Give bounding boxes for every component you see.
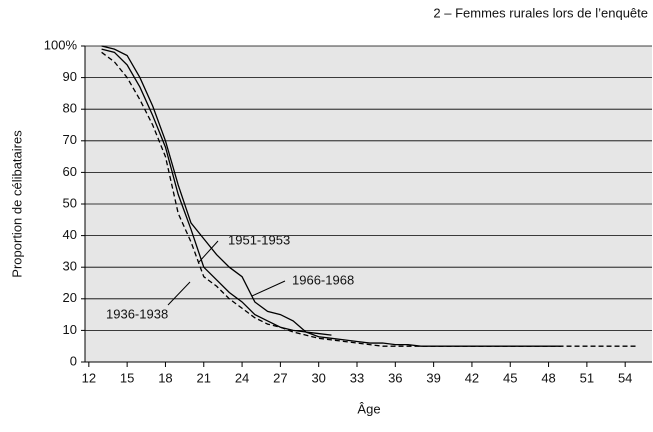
y-tick-label: 10 xyxy=(63,322,77,337)
series-label: 1951-1953 xyxy=(228,232,290,247)
series-line xyxy=(101,45,332,336)
grid xyxy=(85,45,652,363)
x-axis-label: Âge xyxy=(357,401,380,416)
y-tick-label: 70 xyxy=(63,132,77,147)
x-tick-label: 39 xyxy=(426,370,440,385)
x-tick-label: 21 xyxy=(197,370,211,385)
y-tick-label: 90 xyxy=(63,69,77,84)
x-tick-label: 48 xyxy=(541,370,555,385)
y-tick-label: 0 xyxy=(70,353,77,368)
x-tick-label: 42 xyxy=(465,370,479,385)
series-label: 1966-1968 xyxy=(292,272,354,287)
x-tick-label: 24 xyxy=(235,370,249,385)
y-tick-label: 20 xyxy=(63,290,77,305)
y-tick-label: 100% xyxy=(44,37,78,52)
y-axis-label: Proportion de célibataires xyxy=(9,130,24,278)
series-line xyxy=(101,51,638,347)
lines xyxy=(101,45,638,347)
y-tick-label: 80 xyxy=(63,101,77,116)
x-tick-label: 15 xyxy=(120,370,134,385)
x-tick-label: 36 xyxy=(388,370,402,385)
x-tick-label: 27 xyxy=(273,370,287,385)
x-tick-label: 51 xyxy=(580,370,594,385)
series-label: 1936-1938 xyxy=(106,306,168,321)
y-tick-label: 40 xyxy=(63,227,77,242)
x-tick-label: 30 xyxy=(311,370,325,385)
x-tick-label: 18 xyxy=(158,370,172,385)
y-tick-label: 30 xyxy=(63,259,77,274)
annotation-arrow xyxy=(198,240,219,263)
x-tick-label: 33 xyxy=(350,370,364,385)
chart-title: 2 – Femmes rurales lors de l’enquête xyxy=(433,5,648,20)
series-line xyxy=(101,48,562,347)
x-tick-label: 54 xyxy=(618,370,632,385)
y-tick-label: 60 xyxy=(63,164,77,179)
y-tick-label: 50 xyxy=(63,195,77,210)
annotation-arrow xyxy=(251,280,286,297)
x-tick-label: 12 xyxy=(82,370,96,385)
annotation-arrow xyxy=(167,281,191,306)
x-tick-label: 45 xyxy=(503,370,517,385)
